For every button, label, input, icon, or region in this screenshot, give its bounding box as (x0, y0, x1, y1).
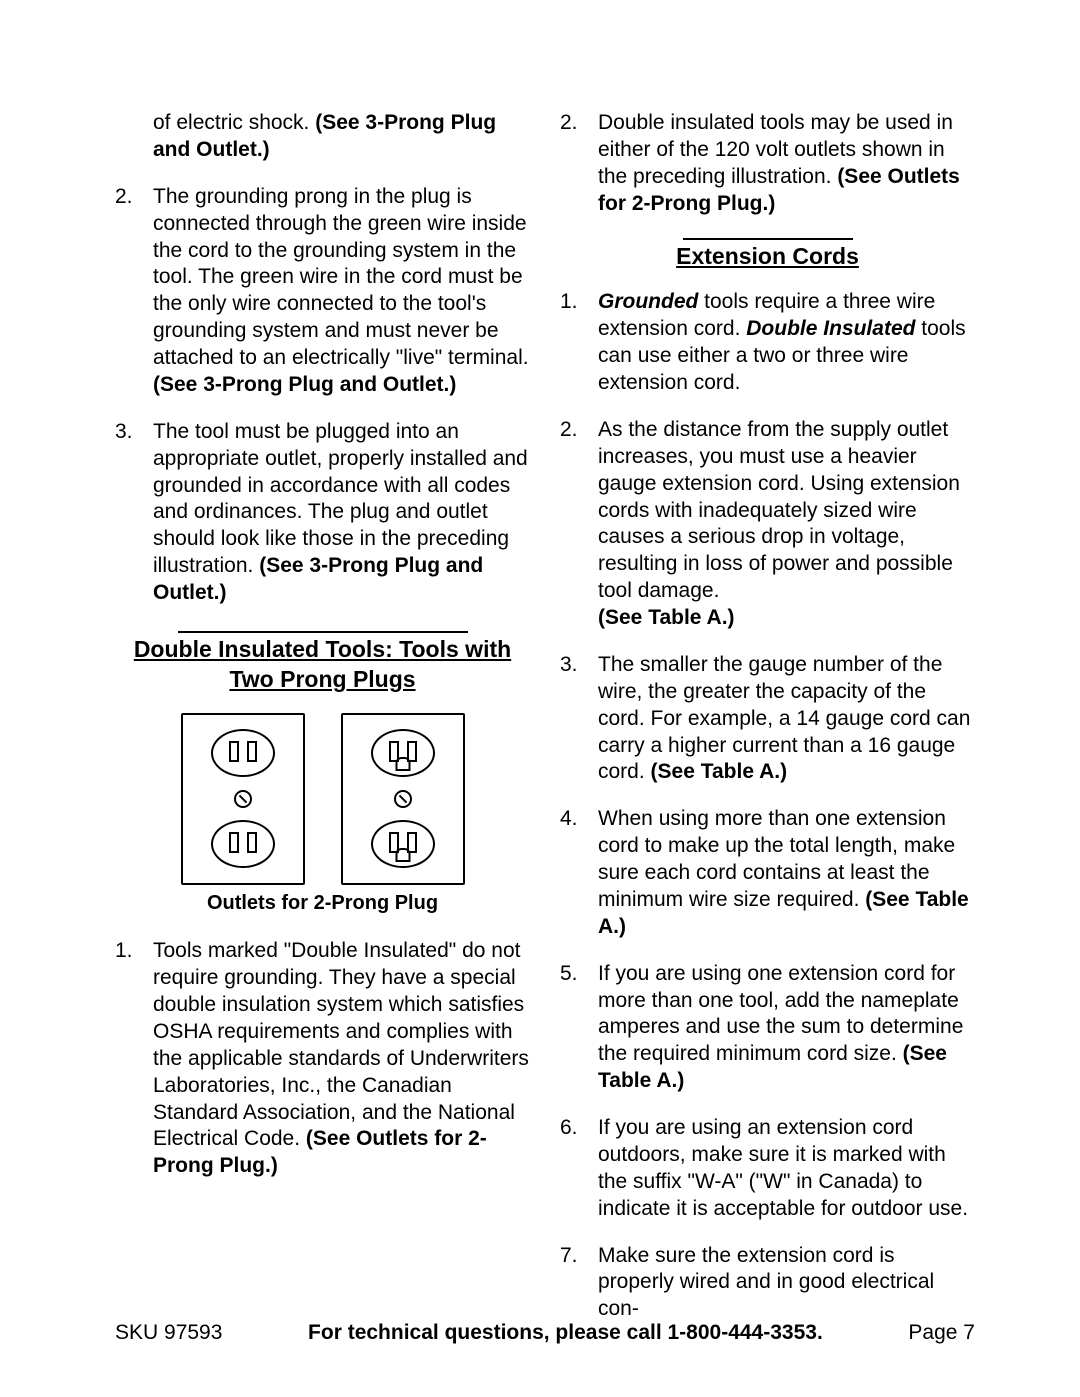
section-title: Extension Cords (560, 242, 975, 272)
list-item: 2. As the distance from the supply outle… (560, 417, 975, 632)
text: As the distance from the supply outlet i… (598, 418, 960, 602)
section-rule (178, 631, 468, 633)
list: 2. The grounding prong in the plug is co… (115, 184, 530, 607)
list-number: 3. (115, 419, 153, 607)
list-number: 5. (560, 961, 598, 1095)
section-title: Double Insulated Tools: Tools with Two P… (115, 635, 530, 695)
text: The grounding prong in the plug is conne… (153, 185, 529, 369)
list-text: Grounded tools require a three wire exte… (598, 289, 975, 397)
diagram-caption: Outlets for 2-Prong Plug (115, 891, 530, 917)
list-item: 4. When using more than one extension co… (560, 806, 975, 940)
list-item: 6. If you are using an extension cord ou… (560, 1115, 975, 1223)
ground-hole (395, 757, 410, 771)
list-item: 7. Make sure the extension cord is prope… (560, 1243, 975, 1324)
socket (211, 820, 275, 868)
footer-page: Page 7 (908, 1321, 975, 1345)
list-text: The grounding prong in the plug is conne… (153, 184, 530, 399)
list-number: 2. (560, 110, 598, 218)
list-number: 4. (560, 806, 598, 940)
list-number: 2. (115, 184, 153, 399)
text: Tools marked "Double Insulated" do not r… (153, 939, 529, 1150)
slot (247, 832, 257, 853)
outlet-diagram (115, 713, 530, 885)
list-text: As the distance from the supply outlet i… (598, 417, 975, 632)
slot (247, 741, 257, 762)
list-item: 3. The smaller the gauge number of the w… (560, 652, 975, 786)
bold-ref: (See 3-Prong Plug and Outlet.) (153, 373, 456, 396)
socket (371, 729, 435, 777)
list: 2. Double insulated tools may be used in… (560, 110, 975, 218)
screw-icon (234, 790, 252, 808)
list-item: 2. Double insulated tools may be used in… (560, 110, 975, 218)
ground-hole (395, 848, 410, 862)
list-number: 1. (560, 289, 598, 397)
text: of electric shock. (153, 111, 315, 134)
list: 1. Grounded tools require a three wire e… (560, 289, 975, 1323)
slot (229, 832, 239, 853)
socket (371, 820, 435, 868)
section-rule (683, 238, 853, 240)
screw-icon (394, 790, 412, 808)
list-item: 2. The grounding prong in the plug is co… (115, 184, 530, 399)
list-text: If you are using one extension cord for … (598, 961, 975, 1095)
bold-ref: (See Table A.) (651, 760, 788, 783)
list-number: 2. (560, 417, 598, 632)
footer-phone: For technical questions, please call 1-8… (308, 1321, 823, 1345)
list-text: When using more than one extension cord … (598, 806, 975, 940)
outlet-plate-3prong (341, 713, 465, 885)
right-column: 2. Double insulated tools may be used in… (560, 110, 975, 1323)
list-text: The smaller the gauge number of the wire… (598, 652, 975, 786)
list-item: 3. The tool must be plugged into an appr… (115, 419, 530, 607)
list-text: If you are using an extension cord outdo… (598, 1115, 975, 1223)
slot (229, 741, 239, 762)
bold-ref: (See Table A.) (598, 606, 735, 629)
list-item: 5. If you are using one extension cord f… (560, 961, 975, 1095)
left-column: of electric shock. (See 3-Prong Plug and… (115, 110, 530, 1323)
socket (211, 729, 275, 777)
list-number: 3. (560, 652, 598, 786)
list: 1. Tools marked "Double Insulated" do no… (115, 938, 530, 1180)
columns: of electric shock. (See 3-Prong Plug and… (115, 110, 975, 1323)
page: of electric shock. (See 3-Prong Plug and… (0, 0, 1080, 1397)
list-text: Tools marked "Double Insulated" do not r… (153, 938, 530, 1180)
list-number: 1. (115, 938, 153, 1180)
list-item: 1. Tools marked "Double Insulated" do no… (115, 938, 530, 1180)
continuation-text: of electric shock. (See 3-Prong Plug and… (153, 110, 530, 164)
bold-italic: Double Insulated (746, 317, 915, 340)
footer-sku: SKU 97593 (115, 1321, 222, 1345)
list-number: 7. (560, 1243, 598, 1324)
bold-italic: Grounded (598, 290, 698, 313)
list-text: The tool must be plugged into an appropr… (153, 419, 530, 607)
footer: SKU 97593 For technical questions, pleas… (115, 1321, 975, 1345)
list-text: Double insulated tools may be used in ei… (598, 110, 975, 218)
list-text: Make sure the extension cord is properly… (598, 1243, 975, 1324)
list-item: 1. Grounded tools require a three wire e… (560, 289, 975, 397)
list-number: 6. (560, 1115, 598, 1223)
outlet-plate-2prong (181, 713, 305, 885)
